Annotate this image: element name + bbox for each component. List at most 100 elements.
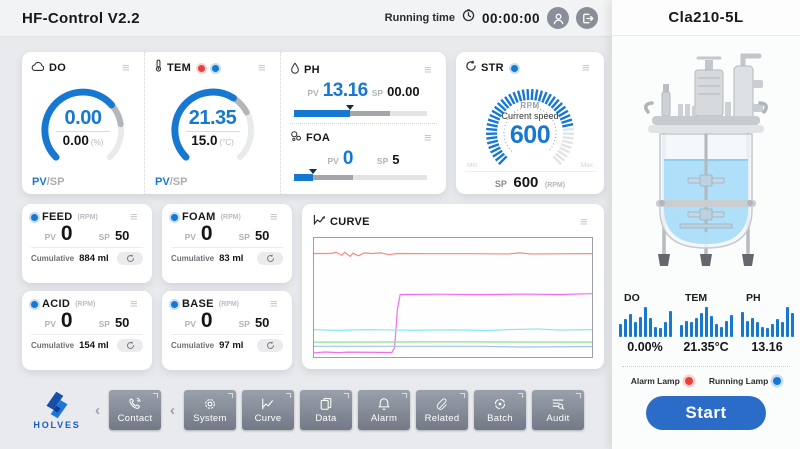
- running-time-label: Running time: [384, 12, 455, 24]
- feed-label: FEED: [42, 211, 73, 223]
- foa-menu-icon[interactable]: [424, 133, 437, 143]
- nav-button-curve[interactable]: Curve: [242, 390, 294, 430]
- str-value: 600: [509, 121, 551, 149]
- mini-trend-row: DO 0.00% TEM 21.35°C PH 13.16: [616, 292, 796, 354]
- logout-button[interactable]: [576, 7, 598, 29]
- curve-title: CURVE: [330, 216, 370, 228]
- nav-collapse-chevron-2[interactable]: ‹: [170, 401, 175, 419]
- feed-sp-label: SP: [98, 232, 110, 242]
- refresh-icon: [266, 254, 274, 262]
- nav-button-alarm[interactable]: Alarm: [358, 390, 410, 430]
- data-icon: [320, 397, 332, 410]
- ph-foa-section: PH PV 13.16 SP 00.00: [280, 52, 446, 194]
- base-status-dot: [171, 300, 178, 308]
- running-lamp-label: Running Lamp: [708, 376, 769, 386]
- acid-menu-icon[interactable]: [130, 299, 143, 309]
- lamp-row: Alarm Lamp Running Lamp: [612, 376, 800, 386]
- acid-sp-label: SP: [98, 319, 110, 329]
- nav-button-related[interactable]: Related: [416, 390, 468, 430]
- model-name: Cla210-5L: [668, 9, 744, 26]
- mini-tem-bars: [679, 307, 733, 337]
- ph-menu-icon[interactable]: [424, 65, 437, 75]
- tem-menu-icon[interactable]: [258, 63, 271, 73]
- do-sp-label: /SP: [46, 176, 65, 188]
- bell-icon: [378, 397, 390, 410]
- mini-ph-bars: [740, 307, 794, 337]
- foam-pv-label: PV: [184, 232, 196, 242]
- tem-alarm-dot: [198, 64, 206, 72]
- start-button[interactable]: Start: [646, 396, 766, 430]
- curve-menu-icon[interactable]: [580, 217, 593, 227]
- do-label: DO: [49, 62, 67, 74]
- user-icon: [553, 13, 563, 24]
- clock-icon: [462, 9, 475, 27]
- trace-cyan-trace: [314, 329, 592, 331]
- trace-red-trace: [314, 252, 592, 256]
- tem-sp-label: /SP: [169, 176, 188, 188]
- do-gauge: 0.00 0.00 (%): [31, 77, 135, 177]
- feed-menu-icon[interactable]: [130, 212, 143, 222]
- base-sp-value: 50: [254, 315, 270, 330]
- foam-pv-value: 0: [200, 222, 213, 245]
- nav-collapse-chevron-1[interactable]: ‹: [95, 401, 100, 419]
- foam-sp-value: 50: [254, 228, 270, 243]
- base-cumulative-label: Cumulative: [171, 341, 215, 350]
- phone-icon: [129, 397, 141, 409]
- foam-reset-button[interactable]: [257, 252, 283, 265]
- mini-trend-do: DO 0.00%: [616, 292, 674, 354]
- nav-label-data: Data: [315, 412, 337, 424]
- foam-sp-label: SP: [238, 232, 250, 242]
- refresh-icon: [126, 341, 134, 349]
- rotate-icon: [465, 59, 477, 77]
- mini-trend-tem: TEM 21.35°C: [677, 292, 735, 354]
- running-lamp-indicator: [773, 377, 782, 385]
- user-button[interactable]: [547, 7, 569, 29]
- ph-sp-label: SP: [371, 88, 384, 98]
- curve-card: CURVE: [302, 204, 604, 369]
- nav-button-data[interactable]: Data: [300, 390, 352, 430]
- nav-button-batch[interactable]: Batch: [474, 390, 526, 430]
- ph-pv-label: PV: [307, 88, 319, 98]
- mini-tem-label: TEM: [685, 292, 708, 304]
- refresh-icon: [266, 341, 274, 349]
- nav-button-contact[interactable]: Contact: [109, 390, 161, 430]
- ph-sp-value: 00.00: [387, 84, 420, 99]
- trend-chart[interactable]: [313, 237, 593, 358]
- acid-unit: (RPM): [75, 300, 96, 308]
- str-menu-icon[interactable]: [582, 63, 595, 73]
- ph-label: PH: [304, 64, 320, 76]
- feed-cumulative-label: Cumulative: [31, 254, 75, 263]
- stirrer-card: STR RPM Current speed 600 Min Max SP 600…: [456, 52, 604, 194]
- feed-reset-button[interactable]: [117, 252, 143, 265]
- mini-tem-value: 21.35°C: [683, 340, 729, 354]
- do-menu-icon[interactable]: [122, 63, 135, 73]
- nav-label-system: System: [193, 412, 227, 424]
- nav-label-batch: Batch: [487, 412, 513, 424]
- acid-reset-button[interactable]: [117, 339, 143, 352]
- tem-unit: (°C): [219, 138, 234, 147]
- refresh-icon: [126, 254, 134, 262]
- nav-label-audit: Audit: [546, 412, 570, 424]
- acid-cumulative-value: 154 ml: [79, 340, 109, 351]
- nav-label-curve: Curve: [254, 412, 282, 424]
- tem-status-dot: [212, 64, 220, 72]
- link-icon: [436, 398, 447, 410]
- do-gauge-section: DO 0.00 0.00(%) PV/SP: [22, 52, 144, 194]
- base-label: BASE: [182, 298, 214, 310]
- ph-row: PH PV 13.16 SP 00.00: [290, 59, 437, 123]
- nav-button-audit[interactable]: Audit: [532, 390, 584, 430]
- mini-ph-label: PH: [746, 292, 761, 304]
- feed-pump-card: FEED (RPM) PV 0 SP 50 Cumulative 884 ml: [22, 204, 152, 283]
- str-rpm-label: RPM: [520, 101, 540, 110]
- acid-cumulative-label: Cumulative: [31, 341, 75, 350]
- do-pv-value: 0.00: [64, 107, 102, 129]
- foam-label: FOAM: [182, 211, 216, 223]
- do-pv-label: PV: [32, 176, 47, 188]
- base-menu-icon[interactable]: [270, 299, 283, 309]
- nav-button-system[interactable]: System: [184, 390, 236, 430]
- feed-sp-value: 50: [114, 228, 130, 243]
- tem-pv-label: PV: [155, 176, 170, 188]
- foam-menu-icon[interactable]: [270, 212, 283, 222]
- base-reset-button[interactable]: [257, 339, 283, 352]
